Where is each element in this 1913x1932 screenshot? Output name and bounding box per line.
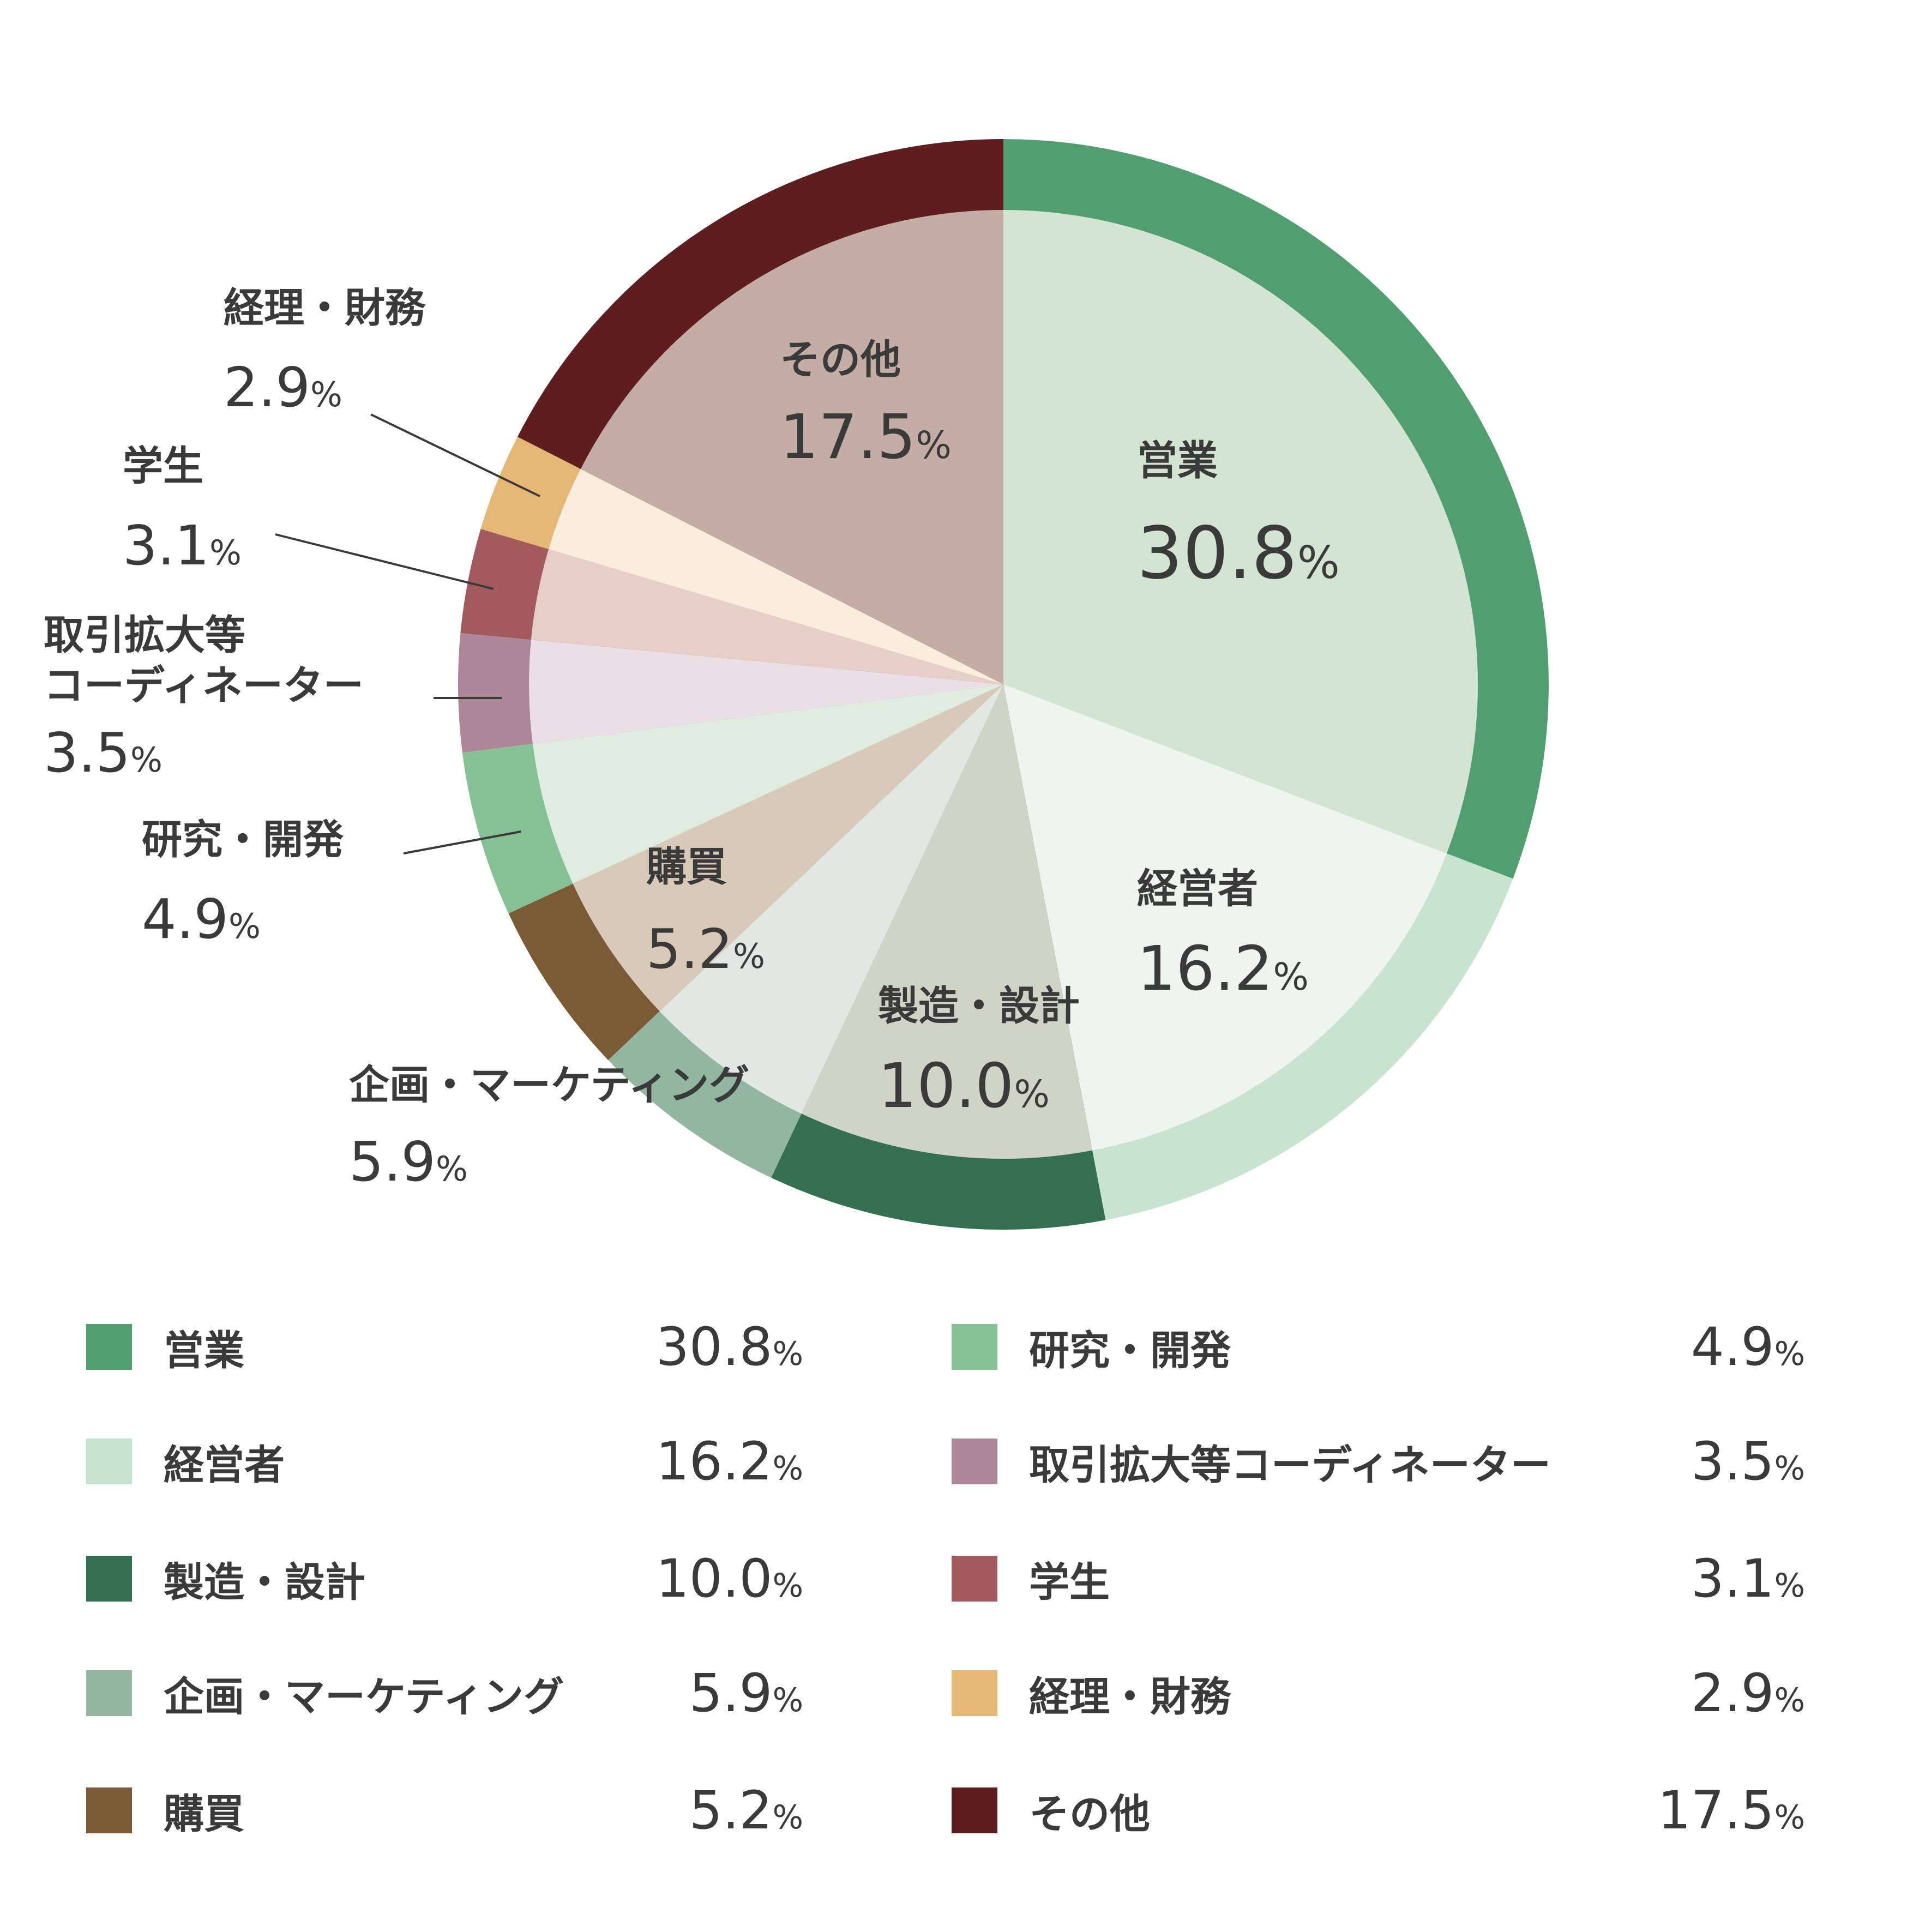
- slice-4-inner: [659, 684, 1003, 1114]
- legend-swatch: [952, 1556, 997, 1602]
- slice-2-inner: [1003, 684, 1447, 1151]
- slice-5-inner: [573, 684, 1003, 1012]
- legend-swatch: [86, 1556, 132, 1602]
- slice-5-value-label: 5.2%: [646, 917, 765, 981]
- legend-item: 営業 30.8%: [86, 1314, 803, 1380]
- slice-1-inner: [1003, 210, 1478, 854]
- legend-item: 取引拡大等コーディネーター 3.5%: [952, 1429, 1805, 1494]
- slice-4-value-label: 5.9%: [349, 1130, 468, 1194]
- legend-value: 3.5%: [1691, 1431, 1805, 1492]
- legend-label: 学生: [1029, 1558, 1110, 1606]
- slice-3-value-label: 10.0%: [878, 1051, 1050, 1122]
- legend-item: 経営者 16.2%: [86, 1429, 803, 1494]
- legend-label: 経理・財務: [1029, 1673, 1231, 1720]
- legend-item: その他 17.5%: [952, 1778, 1805, 1843]
- slice-6-inner: [532, 684, 1003, 884]
- slice-10-value-label: 17.5%: [780, 402, 952, 473]
- legend-swatch: [86, 1439, 132, 1484]
- slice-3-label: 製造・設計: [878, 983, 1080, 1030]
- slice-7-inner: [529, 640, 1003, 744]
- legend-item: 学生 3.1%: [952, 1546, 1805, 1611]
- legend-value: 2.9%: [1691, 1663, 1805, 1724]
- legend-value: 5.9%: [689, 1663, 803, 1724]
- slice-8-value-label: 3.1%: [123, 514, 242, 577]
- legend-label: 営業: [164, 1327, 244, 1374]
- legend-swatch: [86, 1787, 132, 1833]
- legend-label: その他: [1029, 1790, 1150, 1838]
- legend-item: 製造・設計 10.0%: [86, 1546, 803, 1611]
- legend-item: 購買 5.2%: [86, 1778, 803, 1843]
- legend-value: 5.2%: [689, 1780, 803, 1841]
- slice-9-leader-line: [370, 413, 540, 497]
- legend-swatch: [952, 1787, 997, 1833]
- slice-2-value-label: 16.2%: [1137, 934, 1309, 1004]
- legend-value: 17.5%: [1657, 1780, 1805, 1841]
- legend-label: 製造・設計: [164, 1558, 365, 1606]
- pie-slices: [458, 139, 1549, 1230]
- legend-swatch: [952, 1439, 997, 1484]
- slice-labels: 営業 30.8% 経営者 16.2% 製造・設計 10.0% 企画・マーケティング 5.9% 購…: [44, 285, 1340, 1194]
- slice-6-label: 研究・開発: [142, 816, 344, 863]
- legend-item: 経理・財務 2.9%: [952, 1660, 1805, 1726]
- legend-value: 16.2%: [655, 1431, 803, 1492]
- slice-10-label: その他: [780, 336, 901, 383]
- legend-item: 研究・開発 4.9%: [952, 1314, 1805, 1380]
- legend-swatch: [952, 1670, 997, 1716]
- legend-label: 購買: [164, 1790, 244, 1838]
- slice-6-leader-line: [403, 830, 521, 854]
- slice-1-label: 営業: [1137, 437, 1218, 484]
- legend-swatch: [86, 1324, 132, 1370]
- slice-8-label: 学生: [123, 443, 203, 490]
- slice-1-value-label: 30.8%: [1137, 511, 1340, 595]
- legend-value: 4.9%: [1691, 1316, 1805, 1377]
- legend-label: 研究・開発: [1029, 1327, 1231, 1374]
- pie-chart: 営業 30.8% 経営者 16.2% 製造・設計 10.0% 企画・マーケティング 5.9% 購…: [44, 139, 1549, 1230]
- slice-7-label: 取引拡大等コーディネーター: [44, 612, 364, 709]
- slice-2-label: 経営者: [1137, 865, 1258, 912]
- slice-9-value-label: 2.9%: [224, 356, 342, 419]
- slice-5-label: 購買: [646, 844, 727, 890]
- legend-label: 取引拡大等コーディネーター: [1029, 1441, 1551, 1489]
- legend-swatch: [86, 1670, 132, 1716]
- slice-7-value-label: 3.5%: [44, 721, 163, 785]
- slice-9-label: 経理・財務: [224, 285, 426, 332]
- slice-10-inner: [580, 209, 1003, 685]
- leader-lines: [275, 413, 540, 854]
- slice-3-inner: [801, 684, 1092, 1159]
- slice-8-leader-line: [275, 533, 494, 590]
- legend-value: 30.8%: [655, 1316, 803, 1377]
- slice-4-label: 企画・マーケティング: [349, 1062, 749, 1109]
- legend-swatch: [952, 1324, 997, 1370]
- slice-8-inner: [531, 549, 1003, 684]
- legend-label: 経営者: [164, 1441, 285, 1489]
- legend-item: 企画・マーケティング 5.9%: [86, 1660, 803, 1726]
- legend-value: 10.0%: [655, 1548, 803, 1609]
- legend-value: 3.1%: [1691, 1548, 1805, 1609]
- slice-9-inner: [549, 469, 1003, 684]
- legend-label: 企画・マーケティング: [164, 1673, 564, 1720]
- slice-6-value-label: 4.9%: [142, 887, 261, 951]
